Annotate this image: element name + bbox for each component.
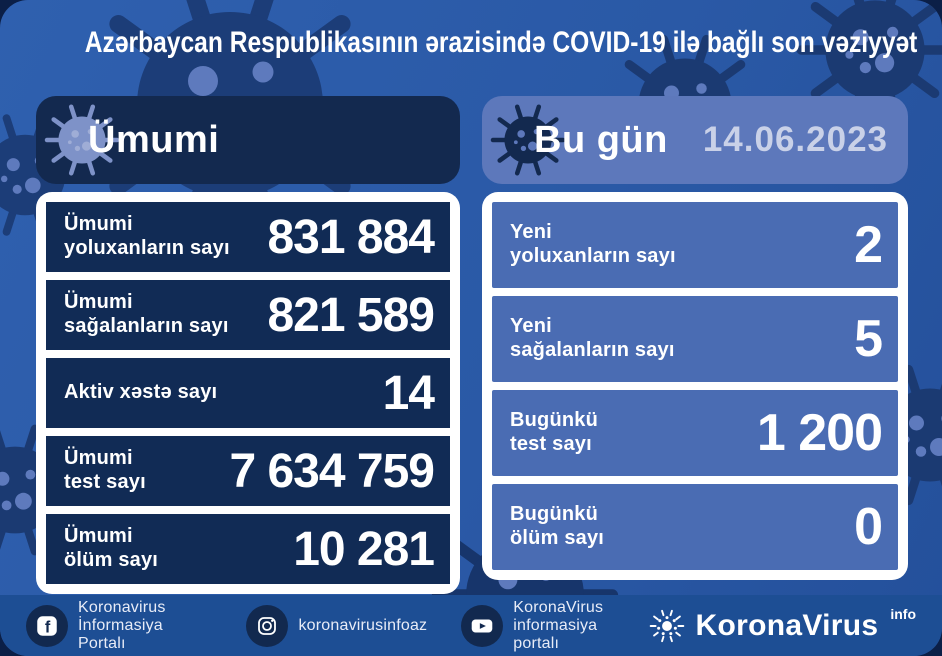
instagram-link[interactable]: koronavirusinfoaz [246,604,428,647]
stat-label-line: yoluxanların sayı [510,245,676,267]
stat-label: Ümumi yoluxanların sayı [64,213,230,260]
stat-label-line: sağalanların sayı [510,339,675,361]
stat-row-new-recovered: Yeni sağalanların sayı 5 [492,296,898,382]
stat-label-line: Ümumi [64,447,133,470]
stat-value: 0 [854,498,883,556]
stat-label: Ümumi sağalanların sayı [64,291,229,338]
virus-icon [648,607,686,645]
today-panel: Yeni yoluxanların sayı 2 Yeni sağalanlar… [482,192,908,580]
stat-row-total-tests: Ümumi test sayı 7 634 759 [46,436,450,506]
stat-label-line: sağalanların sayı [64,315,229,337]
koronavirus-brand[interactable]: KoronaVirus info [648,605,916,645]
svg-text:f: f [45,618,51,636]
totals-header: Ümumi [36,96,460,184]
stat-label-line: Ümumi [64,213,133,236]
footer-bar: f Koronavirus İnformasiya Portalı korona… [0,595,942,656]
stat-label-line: test sayı [510,433,592,455]
stat-label: Yeni yoluxanların sayı [510,221,676,268]
stat-label-line: Bugünkü [510,503,599,526]
stat-row-total-recovered: Ümumi sağalanların sayı 821 589 [46,280,450,350]
stat-value: 1 200 [756,404,883,462]
stat-label-line: ölüm sayı [64,549,159,571]
facebook-link[interactable]: f Koronavirus İnformasiya Portalı [26,599,212,653]
stat-row-new-infections: Yeni yoluxanların sayı 2 [492,202,898,288]
stat-label-line: Yeni [510,315,552,338]
stat-value: 2 [854,216,883,274]
stat-row-total-deaths: Ümumi ölüm sayı 10 281 [46,514,450,584]
stat-label-line: test sayı [64,471,146,493]
stat-row-today-deaths: Bugünkü ölüm sayı 0 [492,484,898,570]
stat-label: Bugünkü test sayı [510,409,598,456]
facebook-label: Koronavirus İnformasiya Portalı [78,598,166,652]
stat-label: Ümumi ölüm sayı [64,525,158,572]
totals-header-label: Ümumi [88,118,220,161]
stat-value: 14 [382,366,435,420]
stat-value: 7 634 759 [229,444,435,498]
stat-label-line: Aktiv xəstə sayı [64,381,218,404]
stat-value: 10 281 [293,522,435,576]
page-title: Azərbaycan Respublikasının ərazisində CO… [84,26,918,59]
stat-label-line: ölüm sayı [510,527,605,549]
youtube-link[interactable]: KoronaVirus informasiya portalı [461,599,647,653]
today-column: Bu gün 14.06.2023 Yeni yoluxanların sayı… [482,96,908,580]
stat-label-line: Ümumi [64,525,133,548]
youtube-icon [461,604,504,647]
today-header-label: Bu gün [534,118,668,161]
brand-text: KoronaVirus [695,608,879,642]
stat-value: 831 884 [267,210,435,264]
stat-label: Ümumi test sayı [64,447,146,494]
instagram-label: koronavirusinfoaz [298,616,428,634]
stat-row-today-tests: Bugünkü test sayı 1 200 [492,390,898,476]
stat-row-active-cases: Aktiv xəstə sayı 14 [46,358,450,428]
today-header: Bu gün 14.06.2023 [482,96,908,184]
stat-label: Aktiv xəstə sayı [64,381,217,405]
stat-value: 5 [854,310,883,368]
stat-label: Bugünkü ölüm sayı [510,503,604,550]
totals-panel: Ümumi yoluxanların sayı 831 884 Ümumi sa… [36,192,460,594]
stat-label-line: Bugünkü [510,409,599,432]
stat-row-total-infections: Ümumi yoluxanların sayı 831 884 [46,202,450,272]
stat-label: Yeni sağalanların sayı [510,315,675,362]
youtube-label: KoronaVirus informasiya portalı [513,598,604,652]
stat-label-line: yoluxanların sayı [64,237,230,259]
instagram-icon [246,604,289,647]
stat-label-line: Yeni [510,221,552,244]
facebook-icon: f [26,604,68,647]
brand-sup: info [890,605,916,622]
totals-column: Ümumi Ümumi yoluxanların sayı 831 884 Üm… [36,96,460,594]
report-date: 14.06.2023 [702,120,888,159]
stat-label-line: Ümumi [64,291,133,314]
stat-value: 821 589 [267,288,435,342]
